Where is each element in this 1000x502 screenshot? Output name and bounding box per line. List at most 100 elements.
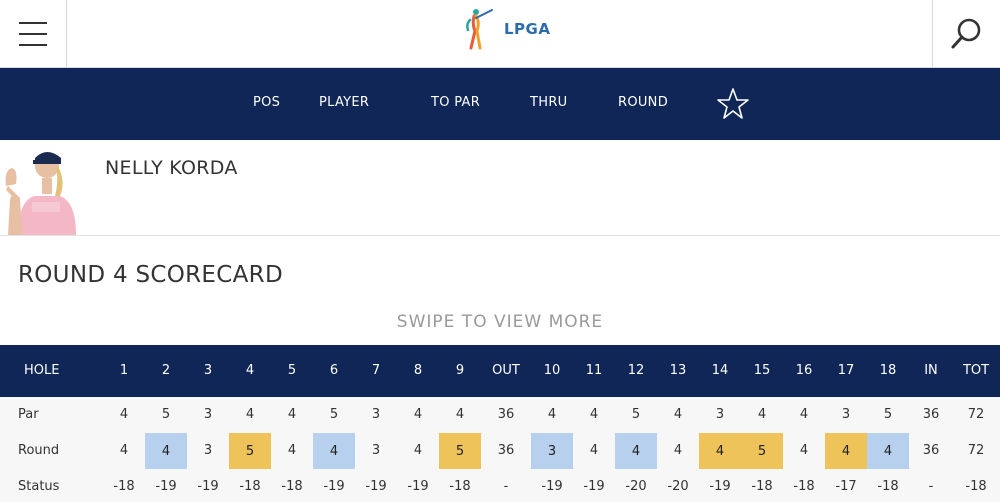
hole-header-3: 3	[203, 363, 213, 378]
score-cell: 3	[841, 407, 851, 422]
score-cell: -19	[541, 479, 563, 494]
leaderboard-header: POS PLAYER TO PAR THRU ROUND	[0, 68, 1000, 140]
score-cell-blue: 4	[867, 433, 909, 469]
menu-line	[19, 22, 47, 24]
search-button[interactable]	[932, 0, 1000, 68]
score-cell: -18	[965, 479, 987, 494]
hamburger-menu-button[interactable]	[0, 0, 67, 68]
score-cell-gold: 5	[741, 433, 783, 469]
swipe-hint: SWIPE TO VIEW MORE	[396, 312, 604, 332]
col-pos[interactable]: POS	[253, 95, 281, 110]
score-cell: -17	[835, 479, 857, 494]
search-icon	[951, 18, 980, 49]
hole-header-out: OUT	[492, 363, 520, 378]
player-row[interactable]: NELLY KORDA	[0, 140, 1000, 236]
hole-label: HOLE	[24, 363, 60, 378]
hole-header-8: 8	[413, 363, 423, 378]
score-cell: -19	[197, 479, 219, 494]
score-cell: 36	[922, 407, 940, 422]
score-cell: 4	[547, 407, 557, 422]
score-cell: -19	[407, 479, 429, 494]
hole-header-14: 14	[711, 363, 729, 378]
score-cell-gold: 4	[699, 433, 741, 469]
score-cell: 3	[203, 443, 213, 458]
score-cell: 4	[757, 407, 767, 422]
col-to-par[interactable]: TO PAR	[431, 95, 481, 110]
score-cell: 36	[497, 443, 515, 458]
score-cell-blue: 4	[313, 433, 355, 469]
score-cell: 4	[413, 407, 423, 422]
hole-header-10: 10	[543, 363, 561, 378]
score-cell: -19	[709, 479, 731, 494]
score-cell: 4	[119, 407, 129, 422]
hole-header-15: 15	[753, 363, 771, 378]
scorecard-table: Par 4 5 3 4 4 5 3 4 4 36 4 4 5 4 3 4 4 3 5 36 72 Round 4 4 3 5 4 4 3 4…	[0, 397, 1000, 502]
row-label-round: Round	[18, 443, 60, 458]
hole-header-13: 13	[669, 363, 687, 378]
score-cell-gold: 5	[229, 433, 271, 469]
score-cell: 3	[203, 407, 213, 422]
score-cell: 4	[589, 407, 599, 422]
score-cell: -18	[793, 479, 815, 494]
hole-header-17: 17	[837, 363, 855, 378]
golfer-logo-icon	[466, 9, 493, 50]
top-bar: LPGA	[0, 0, 1000, 68]
row-label-status: Status	[18, 479, 60, 494]
player-name[interactable]: NELLY KORDA	[105, 157, 238, 179]
hole-header-in: IN	[924, 363, 938, 378]
scorecard-title: ROUND 4 SCORECARD	[18, 262, 283, 288]
favorite-star-icon[interactable]	[716, 87, 750, 121]
col-thru[interactable]: THRU	[530, 95, 568, 110]
score-cell: 3	[715, 407, 725, 422]
hole-header-6: 6	[329, 363, 339, 378]
col-player[interactable]: PLAYER	[319, 95, 370, 110]
score-cell: 4	[119, 443, 129, 458]
scorecard-header: HOLE 1 2 3 4 5 6 7 8 9 OUT 10 11 12 13 14 15 16 17 18 IN TOT	[0, 345, 1000, 397]
score-cell: 4	[413, 443, 423, 458]
score-cell-blue: 3	[531, 433, 573, 469]
score-cell: 4	[455, 407, 465, 422]
score-cell: 5	[883, 407, 893, 422]
score-cell: -19	[323, 479, 345, 494]
score-cell: -18	[239, 479, 261, 494]
score-cell: 4	[287, 407, 297, 422]
hole-header-7: 7	[371, 363, 381, 378]
hole-header-tot: TOT	[962, 363, 990, 378]
hole-header-16: 16	[795, 363, 813, 378]
score-cell: -19	[583, 479, 605, 494]
menu-line	[19, 33, 47, 35]
hole-header-5: 5	[287, 363, 297, 378]
hole-header-18: 18	[879, 363, 897, 378]
logo-text: LPGA	[504, 20, 551, 38]
lpga-logo[interactable]: LPGA	[458, 4, 550, 54]
score-cell: -18	[281, 479, 303, 494]
hole-header-2: 2	[161, 363, 171, 378]
score-cell-blue: 4	[145, 433, 187, 469]
player-avatar	[0, 140, 78, 235]
score-cell: 72	[967, 407, 985, 422]
score-cell: 5	[631, 407, 641, 422]
score-cell: 3	[371, 407, 381, 422]
menu-line	[19, 44, 47, 46]
score-cell: -18	[449, 479, 471, 494]
score-cell: 4	[673, 407, 683, 422]
score-cell: -19	[365, 479, 387, 494]
score-cell: 3	[371, 443, 381, 458]
score-cell: 4	[589, 443, 599, 458]
col-round[interactable]: ROUND	[618, 95, 669, 110]
hole-header-4: 4	[245, 363, 255, 378]
hole-header-12: 12	[627, 363, 645, 378]
score-cell-gold: 5	[439, 433, 481, 469]
score-cell: -20	[667, 479, 689, 494]
score-cell: 4	[673, 443, 683, 458]
score-cell-blue: 4	[615, 433, 657, 469]
score-cell: 4	[799, 443, 809, 458]
score-cell: -19	[155, 479, 177, 494]
score-cell: -	[928, 479, 934, 494]
score-cell: 5	[329, 407, 339, 422]
score-cell: -18	[113, 479, 135, 494]
score-cell: -18	[751, 479, 773, 494]
score-cell: 4	[799, 407, 809, 422]
hole-header-11: 11	[585, 363, 603, 378]
score-cell: 36	[922, 443, 940, 458]
